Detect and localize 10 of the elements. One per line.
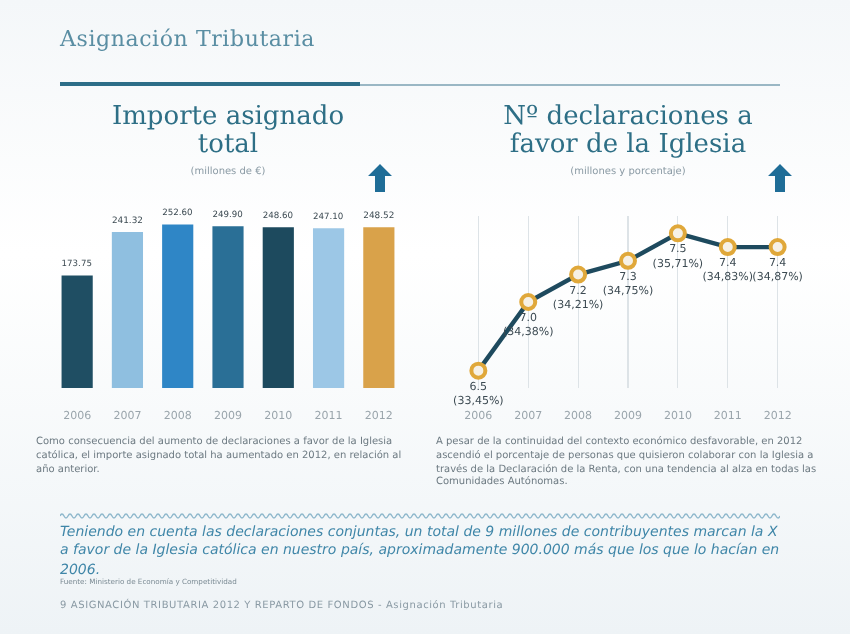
bar [363, 227, 395, 388]
bar [262, 227, 294, 388]
bar [162, 224, 194, 388]
chart-title: Importe asignado total [109, 102, 347, 160]
text: Asignación Tributaria [60, 26, 316, 52]
bar [111, 231, 144, 388]
bar [61, 275, 93, 388]
chart-title: Nº declaraciones a favor de la Iglesia [501, 102, 755, 160]
bar [212, 226, 244, 388]
bar [312, 228, 345, 388]
